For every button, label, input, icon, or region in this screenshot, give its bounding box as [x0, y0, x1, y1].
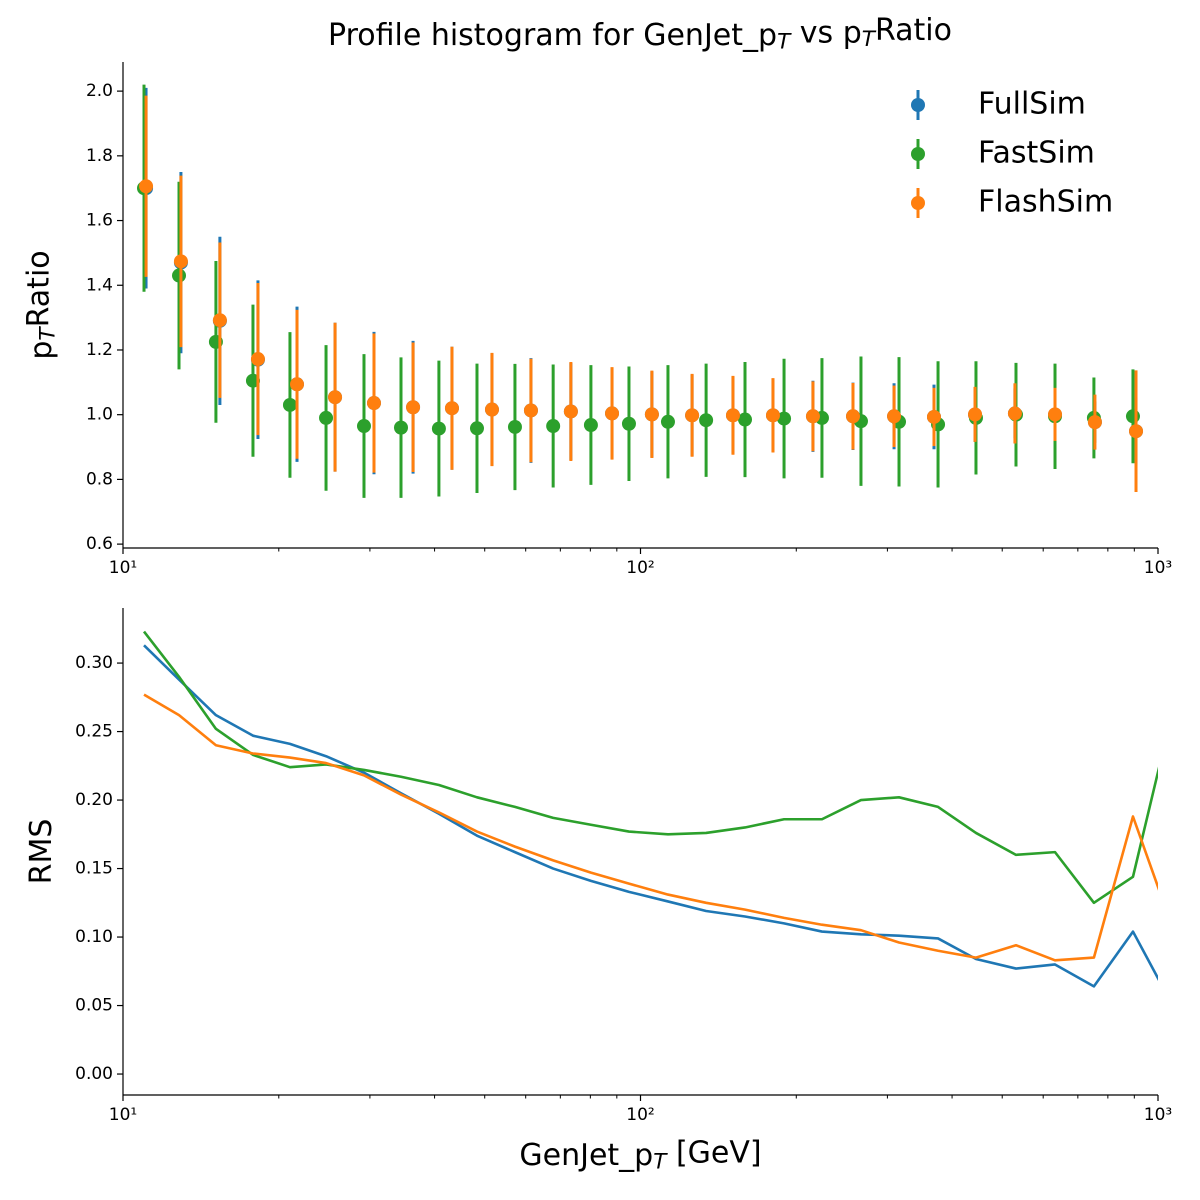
data-point [563, 404, 578, 419]
data-point [765, 408, 780, 423]
y-axis-label: RMS [24, 819, 59, 885]
data-point [469, 421, 484, 436]
chart-title-part: T [862, 27, 877, 52]
x-tick-label: 10³ [1144, 558, 1172, 578]
data-point [431, 421, 446, 436]
legend-marker [911, 98, 925, 112]
series-line [142, 630, 1158, 905]
data-point [644, 407, 659, 422]
y-tick-label: 0.00 [75, 1064, 113, 1084]
data-point [1087, 415, 1102, 430]
data-point [356, 419, 371, 434]
y-axis-label: pTRatio [21, 250, 61, 359]
data-point [282, 397, 297, 412]
y-tick-label: 0.15 [75, 859, 113, 879]
data-point [444, 401, 459, 416]
data-point [777, 411, 792, 426]
y-axis-label-part: T [35, 326, 60, 341]
data-point [406, 400, 421, 415]
data-point [366, 396, 381, 411]
x-axis-label-part: T [653, 1149, 668, 1174]
x-tick-label: 10² [626, 1105, 654, 1125]
legend-marker [911, 196, 925, 210]
data-point [660, 414, 675, 429]
legend-label: FlashSim [978, 185, 1113, 220]
y-tick-label: 0.10 [75, 927, 113, 947]
x-tick-label: 10¹ [109, 558, 137, 578]
chart-title-part: vs p [790, 15, 862, 50]
x-axis-label-part: [GeV] [666, 1135, 761, 1170]
data-point [172, 268, 187, 283]
y-tick-label: 0.25 [75, 722, 113, 742]
data-point [546, 419, 561, 434]
chart-title: Profile histogram for GenJet_pT vs pTRat… [328, 12, 952, 54]
data-point [805, 409, 820, 424]
legend-label: FastSim [978, 136, 1095, 171]
data-point [1007, 406, 1022, 421]
data-point [699, 413, 714, 428]
series-line [143, 644, 1158, 988]
y-tick-label: 0.05 [75, 996, 113, 1016]
data-point [484, 402, 499, 417]
data-point [212, 313, 227, 328]
data-point [738, 412, 753, 427]
data-point [1048, 407, 1063, 422]
y-tick-label: 0.20 [75, 790, 113, 810]
data-point [605, 406, 620, 421]
data-point [173, 254, 188, 269]
data-point [319, 410, 334, 425]
y-axis-label-part: Ratio [21, 250, 56, 327]
data-point [968, 407, 983, 422]
plot-area [142, 630, 1158, 988]
y-tick-label: 0.8 [86, 469, 113, 489]
y-tick-label: 1.4 [86, 275, 113, 295]
data-point [583, 418, 598, 433]
legend-label: FullSim [978, 87, 1086, 122]
x-tick-label: 10³ [1144, 1105, 1172, 1125]
data-point [523, 403, 538, 418]
data-point [328, 390, 343, 405]
x-tick-label: 10² [626, 558, 654, 578]
data-point [393, 420, 408, 435]
y-tick-label: 1.2 [86, 340, 113, 360]
y-tick-label: 1.8 [86, 146, 113, 166]
series-line [143, 693, 1158, 962]
data-point [250, 352, 265, 367]
data-point [621, 416, 636, 431]
y-tick-label: 0.6 [86, 534, 113, 554]
y-axis-label-part: p [24, 341, 59, 360]
x-axis-label: GenJet_pT [GeV] [519, 1135, 761, 1175]
y-tick-label: 2.0 [86, 81, 113, 101]
x-tick-label: 10¹ [109, 1105, 137, 1125]
data-point [1129, 424, 1144, 439]
x-axis-label-part: GenJet_p [519, 1138, 653, 1173]
data-point [1125, 409, 1140, 424]
data-point [926, 409, 941, 424]
chart-title-part: Profile histogram for GenJet_p [328, 18, 777, 53]
y-tick-label: 1.6 [86, 211, 113, 231]
data-point [139, 179, 154, 194]
plot-area [137, 84, 1144, 498]
data-point [507, 419, 522, 434]
data-point [887, 409, 902, 424]
data-point [845, 409, 860, 424]
y-axis-label-part: RMS [24, 819, 59, 885]
y-tick-label: 0.30 [75, 653, 113, 673]
chart-title-part: T [777, 29, 792, 54]
chart-title-part: Ratio [875, 12, 952, 47]
data-point [290, 377, 305, 392]
legend-marker [911, 147, 925, 161]
data-point [685, 408, 700, 423]
y-tick-label: 1.0 [86, 405, 113, 425]
data-point [725, 408, 740, 423]
